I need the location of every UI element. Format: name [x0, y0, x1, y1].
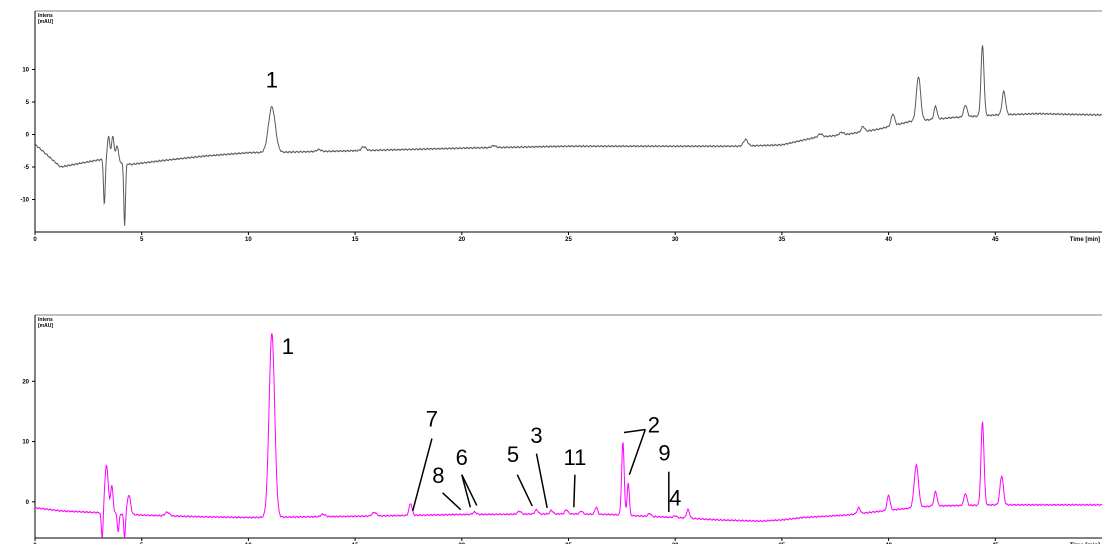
chromatogram-panel-bottom: 01020051015202530354045Time [min]Intens[… — [22, 314, 1102, 544]
annotation-leader — [573, 474, 576, 508]
y-tick-label: 10 — [22, 68, 29, 74]
y-tick-label: 0 — [26, 500, 30, 506]
peak-label: 6 — [456, 445, 468, 470]
x-axis-label: Time [min] — [1070, 237, 1100, 243]
annotation-leader — [442, 492, 462, 511]
peak-label: 1 — [266, 68, 278, 93]
y-axis-label: Intens — [38, 13, 53, 19]
peak-label: 11 — [563, 445, 586, 470]
peak-label: 4 — [669, 485, 681, 510]
y-tick-label: 0 — [26, 133, 30, 139]
series-line — [34, 333, 1102, 540]
peak-label: 8 — [432, 463, 444, 488]
x-tick-label: 40 — [885, 237, 892, 243]
peak-label: 2 — [648, 413, 660, 438]
x-tick-label: 15 — [352, 237, 359, 243]
peak-label: 5 — [507, 442, 519, 467]
annotation-leader — [623, 428, 646, 434]
chromatogram-panel-top: -10 -5 0 5 10 0 5 10 15 20 25 30 35 40 45 Time [min] Int… — [20, 10, 1102, 243]
y-tick-label: 5 — [26, 100, 30, 106]
annotation-leader — [516, 474, 533, 507]
y-tick-label: -5 — [24, 165, 30, 171]
peak-label: 1 — [282, 334, 294, 359]
annotation-leader — [628, 429, 647, 475]
y-tick-label: -10 — [20, 198, 29, 204]
annotation-leader — [461, 474, 472, 508]
x-tick-label: 5 — [140, 237, 144, 243]
x-tick-label: 25 — [565, 237, 572, 243]
x-tick-label: 45 — [992, 237, 999, 243]
x-tick-label: 0 — [33, 237, 37, 243]
peak-label: 9 — [658, 440, 670, 465]
peak-label: 3 — [530, 423, 542, 448]
y-tick-label: 20 — [22, 379, 29, 385]
peak-label: 7 — [426, 407, 438, 432]
x-tick-label: 20 — [458, 237, 465, 243]
y-axis-label: [mAU] — [38, 323, 53, 329]
annotation-leader — [535, 453, 548, 509]
series-line — [34, 45, 1102, 226]
x-tick-label: 30 — [672, 237, 679, 243]
y-axis-label: [mAU] — [38, 19, 53, 25]
annotation-leader — [411, 438, 433, 512]
x-tick-label: 35 — [779, 237, 786, 243]
y-axis-label: Intens — [38, 317, 53, 323]
x-tick-label: 10 — [245, 237, 252, 243]
annotation-leader — [461, 474, 478, 506]
y-tick-label: 10 — [22, 440, 29, 446]
